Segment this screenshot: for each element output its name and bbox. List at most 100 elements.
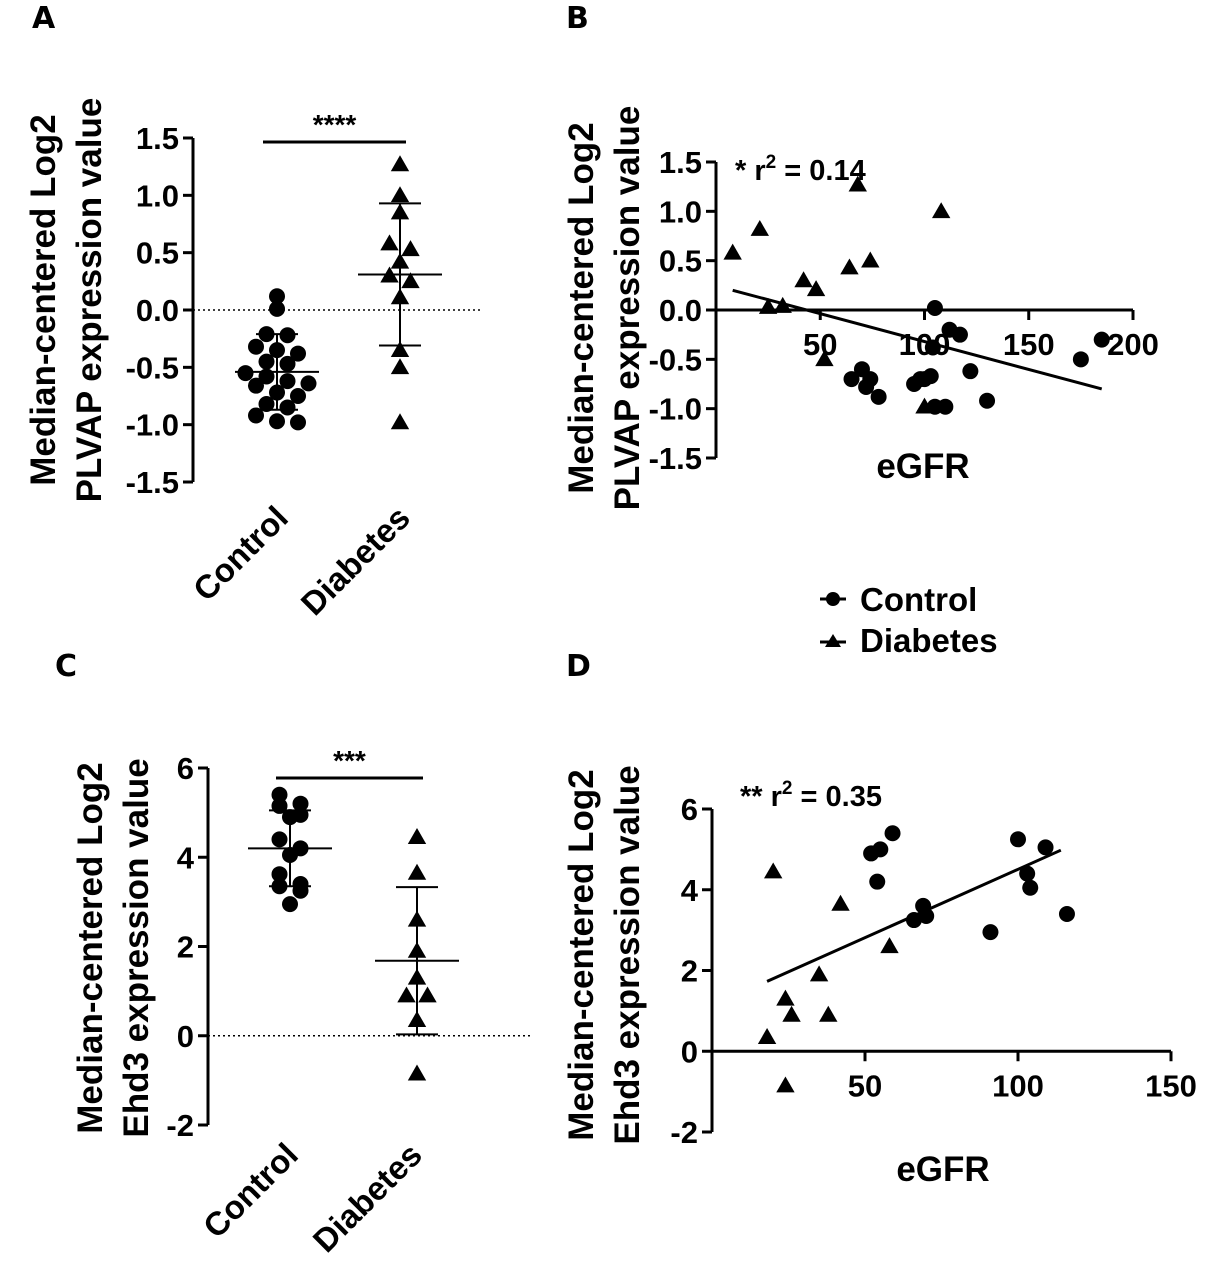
legend-triangle-marker: [825, 634, 841, 647]
panel-d-r-squared-part-1: ** r: [740, 781, 782, 813]
panel-b-r-squared-part-3: = 0.14: [776, 155, 866, 187]
panel-b-y-axis-title-line-1: Median-centered Log2: [562, 122, 601, 493]
panel-b-diabetes-point: [773, 296, 792, 313]
panel-d-control-point: [869, 873, 886, 890]
panel-c-control-point: [292, 795, 309, 812]
panel-a-control-point: [290, 414, 306, 431]
legend: Control Diabetes: [820, 581, 998, 659]
panel-d-x-tick-label: 50: [848, 1068, 882, 1103]
panel-d-y-tick-label: -2: [670, 1115, 698, 1150]
panel-d-diabetes-point: [764, 862, 783, 879]
panel-a-diabetes-point: [390, 341, 410, 357]
panel-a-diabetes-point: [390, 155, 410, 172]
panel-d-diabetes-point: [757, 1027, 777, 1044]
panel-c-control-point: [271, 831, 288, 848]
panel-c-y-tick-label: 4: [177, 840, 195, 875]
panel-b-control-point: [1072, 351, 1089, 368]
panel-a-y-axis-title: Median-centered Log2 PLVAP expression val…: [24, 98, 109, 503]
panel-b-x-axis-title: eGFR: [876, 447, 969, 486]
panel-a-y-tick-label: -1.0: [126, 408, 179, 443]
panel-c-ehd3-group-plot: -2 0 2 4 6 *** Control Diabetes Median-centered …: [71, 745, 532, 1259]
panel-b-y-tick-label: 1.0: [659, 194, 702, 229]
panel-d-control-point: [905, 912, 922, 929]
panel-d-x-tick-label: 100: [992, 1068, 1044, 1103]
panel-a-control-point: [258, 353, 275, 370]
panel-a-y-tick-label: -0.5: [126, 350, 179, 385]
panel-d-control-point: [1022, 879, 1039, 896]
panel-b-y-tick-label: 0.0: [659, 293, 702, 328]
panel-a-category-label-control: Control: [186, 499, 295, 608]
panel-c-diabetes-point: [418, 986, 437, 1003]
panel-c-category-label-control: Control: [196, 1136, 305, 1245]
panel-b-y-tick-label: -0.5: [649, 342, 702, 377]
panel-d-diabetes-point: [880, 937, 899, 954]
panel-c-control-point: [282, 896, 298, 913]
panel-d-y-tick-label: 2: [681, 954, 698, 989]
panel-a-y-tick-label: 0.5: [136, 236, 179, 271]
panel-b-y-tick-label: -1.0: [649, 392, 702, 427]
panel-d-diabetes-point: [809, 965, 829, 982]
panel-c-y-axis-title: Median-centered Log2 Ehd3 expression valu…: [71, 758, 156, 1137]
panel-b-x-tick-label: 200: [1107, 327, 1159, 362]
panel-c-diabetes-point: [407, 863, 427, 880]
panel-d-control-point: [1037, 839, 1054, 856]
panel-a-category-label-diabetes: Diabetes: [294, 499, 417, 622]
panel-a-control-point: [269, 288, 285, 305]
panel-a-y-axis-title-line-1: Median-centered Log2: [24, 114, 63, 485]
panel-letter-a: A: [32, 1, 56, 36]
panel-letter-c: C: [55, 649, 77, 684]
panel-c-y-tick-label: 0: [177, 1019, 194, 1054]
panel-a-plvap-group-plot: -1.5 -1.0 -0.5 0.0 0.5 1.0 1.5 **** ControlDiabe…: [24, 98, 483, 622]
panel-b-control-point: [924, 339, 941, 356]
panel-b-control-point: [1093, 331, 1110, 348]
panel-c-control-point: [271, 866, 288, 883]
panel-b-y-axis-title-line-2: PLVAP expression value: [608, 106, 647, 511]
panel-d-diabetes-point: [776, 989, 795, 1006]
panel-a-control-point: [248, 407, 264, 424]
panel-c-significance-stars: ***: [333, 745, 366, 776]
panel-c-control-point: [292, 882, 309, 899]
panel-d-y-tick-label: 4: [681, 873, 699, 908]
panel-c-y-tick-label: 6: [177, 751, 194, 786]
panel-a-control-point: [258, 396, 275, 413]
panel-b-control-point: [951, 326, 968, 343]
panel-b-x-tick-label: 100: [899, 327, 951, 362]
panel-b-diabetes-point: [794, 271, 813, 288]
panel-b-diabetes-point: [815, 350, 834, 367]
panel-a-control-point: [269, 300, 285, 317]
panel-d-control-point: [982, 924, 999, 941]
panel-b-r-squared-part-2: 2: [766, 152, 777, 173]
panel-a-control-point: [290, 388, 306, 404]
panel-b-control-point: [862, 371, 879, 388]
panel-d-y-axis-title-line-1: Median-centered Log2: [562, 769, 601, 1140]
panel-b-y-tick-label: -1.5: [649, 441, 702, 476]
panel-c-y-axis-title-line-1: Median-centered Log2: [71, 762, 110, 1133]
panel-b-diabetes-point: [931, 202, 951, 219]
panel-letter-b: B: [566, 1, 589, 36]
panel-b-control-point: [843, 371, 860, 388]
panel-b-x-tick-label: 150: [1003, 327, 1055, 362]
panel-a-y-tick-label: 1.5: [136, 121, 179, 156]
panel-d-control-point: [884, 825, 901, 842]
panel-b-diabetes-point: [750, 219, 769, 236]
panel-b-y-axis-title: Median-centered Log2 PLVAP expression val…: [562, 106, 647, 511]
panel-b-x-tick-label: 50: [803, 327, 837, 362]
panel-a-diabetes-point: [390, 413, 410, 430]
panel-a-control-point: [248, 377, 264, 394]
panel-d-control-point: [1010, 831, 1026, 848]
panel-c-y-tick-label: 2: [177, 930, 194, 965]
panel-a-control-point: [279, 373, 296, 390]
panel-a-control-point: [248, 338, 264, 355]
panel-a-control-point: [237, 365, 254, 382]
panel-b-diabetes-point: [806, 280, 826, 297]
panel-c-control-point: [271, 786, 288, 803]
panel-a-diabetes-point: [401, 240, 420, 257]
panel-c-y-axis-title-line-2: Ehd3 expression value: [117, 758, 156, 1137]
panel-a-diabetes-point: [401, 272, 420, 289]
panel-d-control-point: [1058, 905, 1075, 922]
panel-b-control-point: [962, 363, 979, 380]
panel-b-y-tick-label: 0.5: [659, 244, 702, 279]
panel-b-diabetes-point: [915, 397, 934, 414]
